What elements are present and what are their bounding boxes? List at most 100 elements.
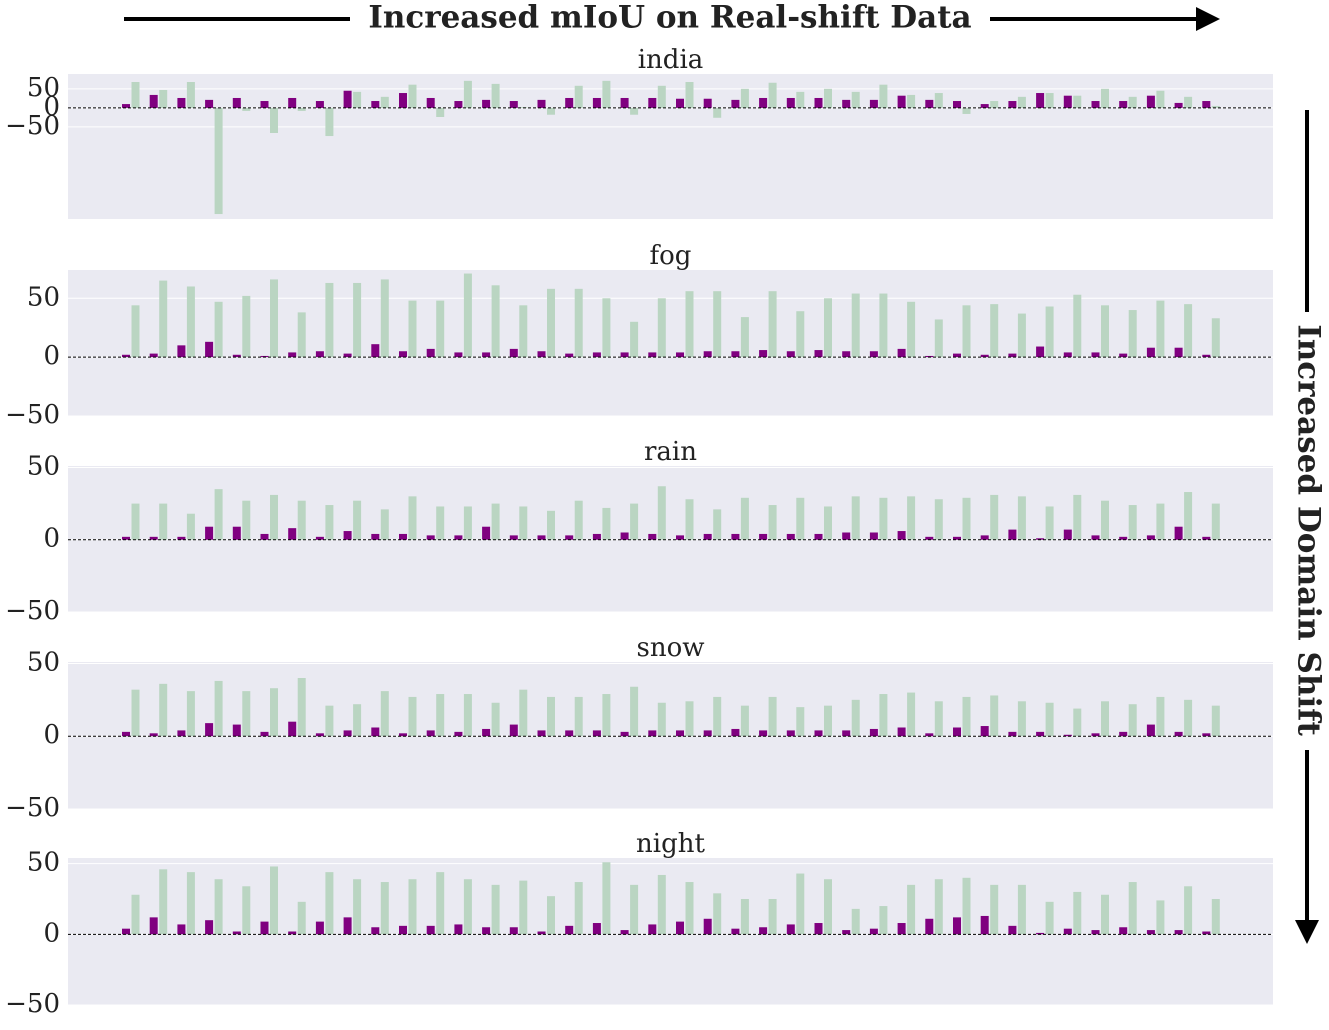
y-tick-label: 0 [43,524,60,554]
bar [796,497,805,540]
bar [436,107,445,118]
bar [592,730,601,737]
bar [371,533,380,540]
bar [436,872,445,935]
bar [131,81,140,108]
side-label: Increased Domain Shift [1291,324,1327,736]
bar [1184,492,1193,540]
bar [408,496,417,540]
bar [399,93,407,108]
bar [1017,96,1026,108]
bar [454,731,463,737]
bar [325,282,334,358]
panel-title: fog [650,241,692,271]
bar [953,353,961,358]
bar [657,486,666,540]
bar [463,694,472,737]
y-tick-label: −50 [5,793,60,823]
bar [879,694,888,737]
bar [565,353,574,358]
bar [897,923,906,935]
bar [399,925,407,935]
bar [186,691,195,737]
bar [713,696,722,737]
bar [1073,95,1082,108]
bar [814,97,823,108]
bar [186,286,195,358]
bar [713,893,722,935]
bar [353,704,362,737]
bar [1119,927,1128,935]
plot-area [68,662,1273,809]
bar [824,705,832,737]
bar [842,99,851,108]
bar [537,730,546,737]
bar [371,101,380,108]
bar [574,85,583,108]
bar [676,730,684,737]
bar [1101,894,1109,935]
bar [759,927,768,935]
bar [1128,310,1137,358]
bar [703,351,712,358]
bar [325,505,334,540]
bar [796,707,805,737]
bar [1146,347,1155,358]
bar [205,526,214,540]
bar [232,931,241,935]
bar [1045,506,1054,540]
bar [814,350,823,358]
bar [685,291,694,358]
bar [925,733,934,737]
bar [676,98,684,108]
bar [962,497,971,540]
y-tick-label: 50 [27,647,60,677]
bar [1063,352,1072,358]
bar [676,921,684,935]
bar [565,97,574,108]
bar [1045,901,1054,935]
bar [879,497,888,540]
bar [1063,95,1072,108]
bar [519,689,528,737]
bar [842,930,851,935]
bar [657,702,666,737]
bar [232,354,241,358]
bar [676,535,684,540]
bar [491,503,500,540]
bar [925,536,934,540]
bar [1202,536,1211,540]
bar [824,506,832,540]
bar [131,894,140,935]
bar [408,696,417,737]
bar [509,927,518,935]
bar [315,733,324,737]
bar [380,691,389,737]
bar [713,509,722,540]
panel-title: night [636,829,705,859]
y-tick-label: 50 [27,451,60,481]
bar [177,536,186,540]
y-tick-label: 0 [43,918,60,948]
bar [288,721,297,737]
bar [657,298,666,358]
bar [454,352,463,358]
bar [759,730,768,737]
bar [519,506,528,540]
bar [925,99,934,108]
bar [1063,529,1072,540]
bar [1184,304,1193,358]
bar [768,898,777,935]
bar [186,513,195,540]
bar [630,884,639,935]
bar [426,348,435,358]
bar [1211,105,1220,108]
bar [1156,90,1165,108]
bar [879,293,888,358]
bar [574,696,583,737]
bar [242,691,251,737]
bar [315,101,324,108]
bar [436,694,445,737]
bar [509,348,518,358]
bar [980,535,989,540]
